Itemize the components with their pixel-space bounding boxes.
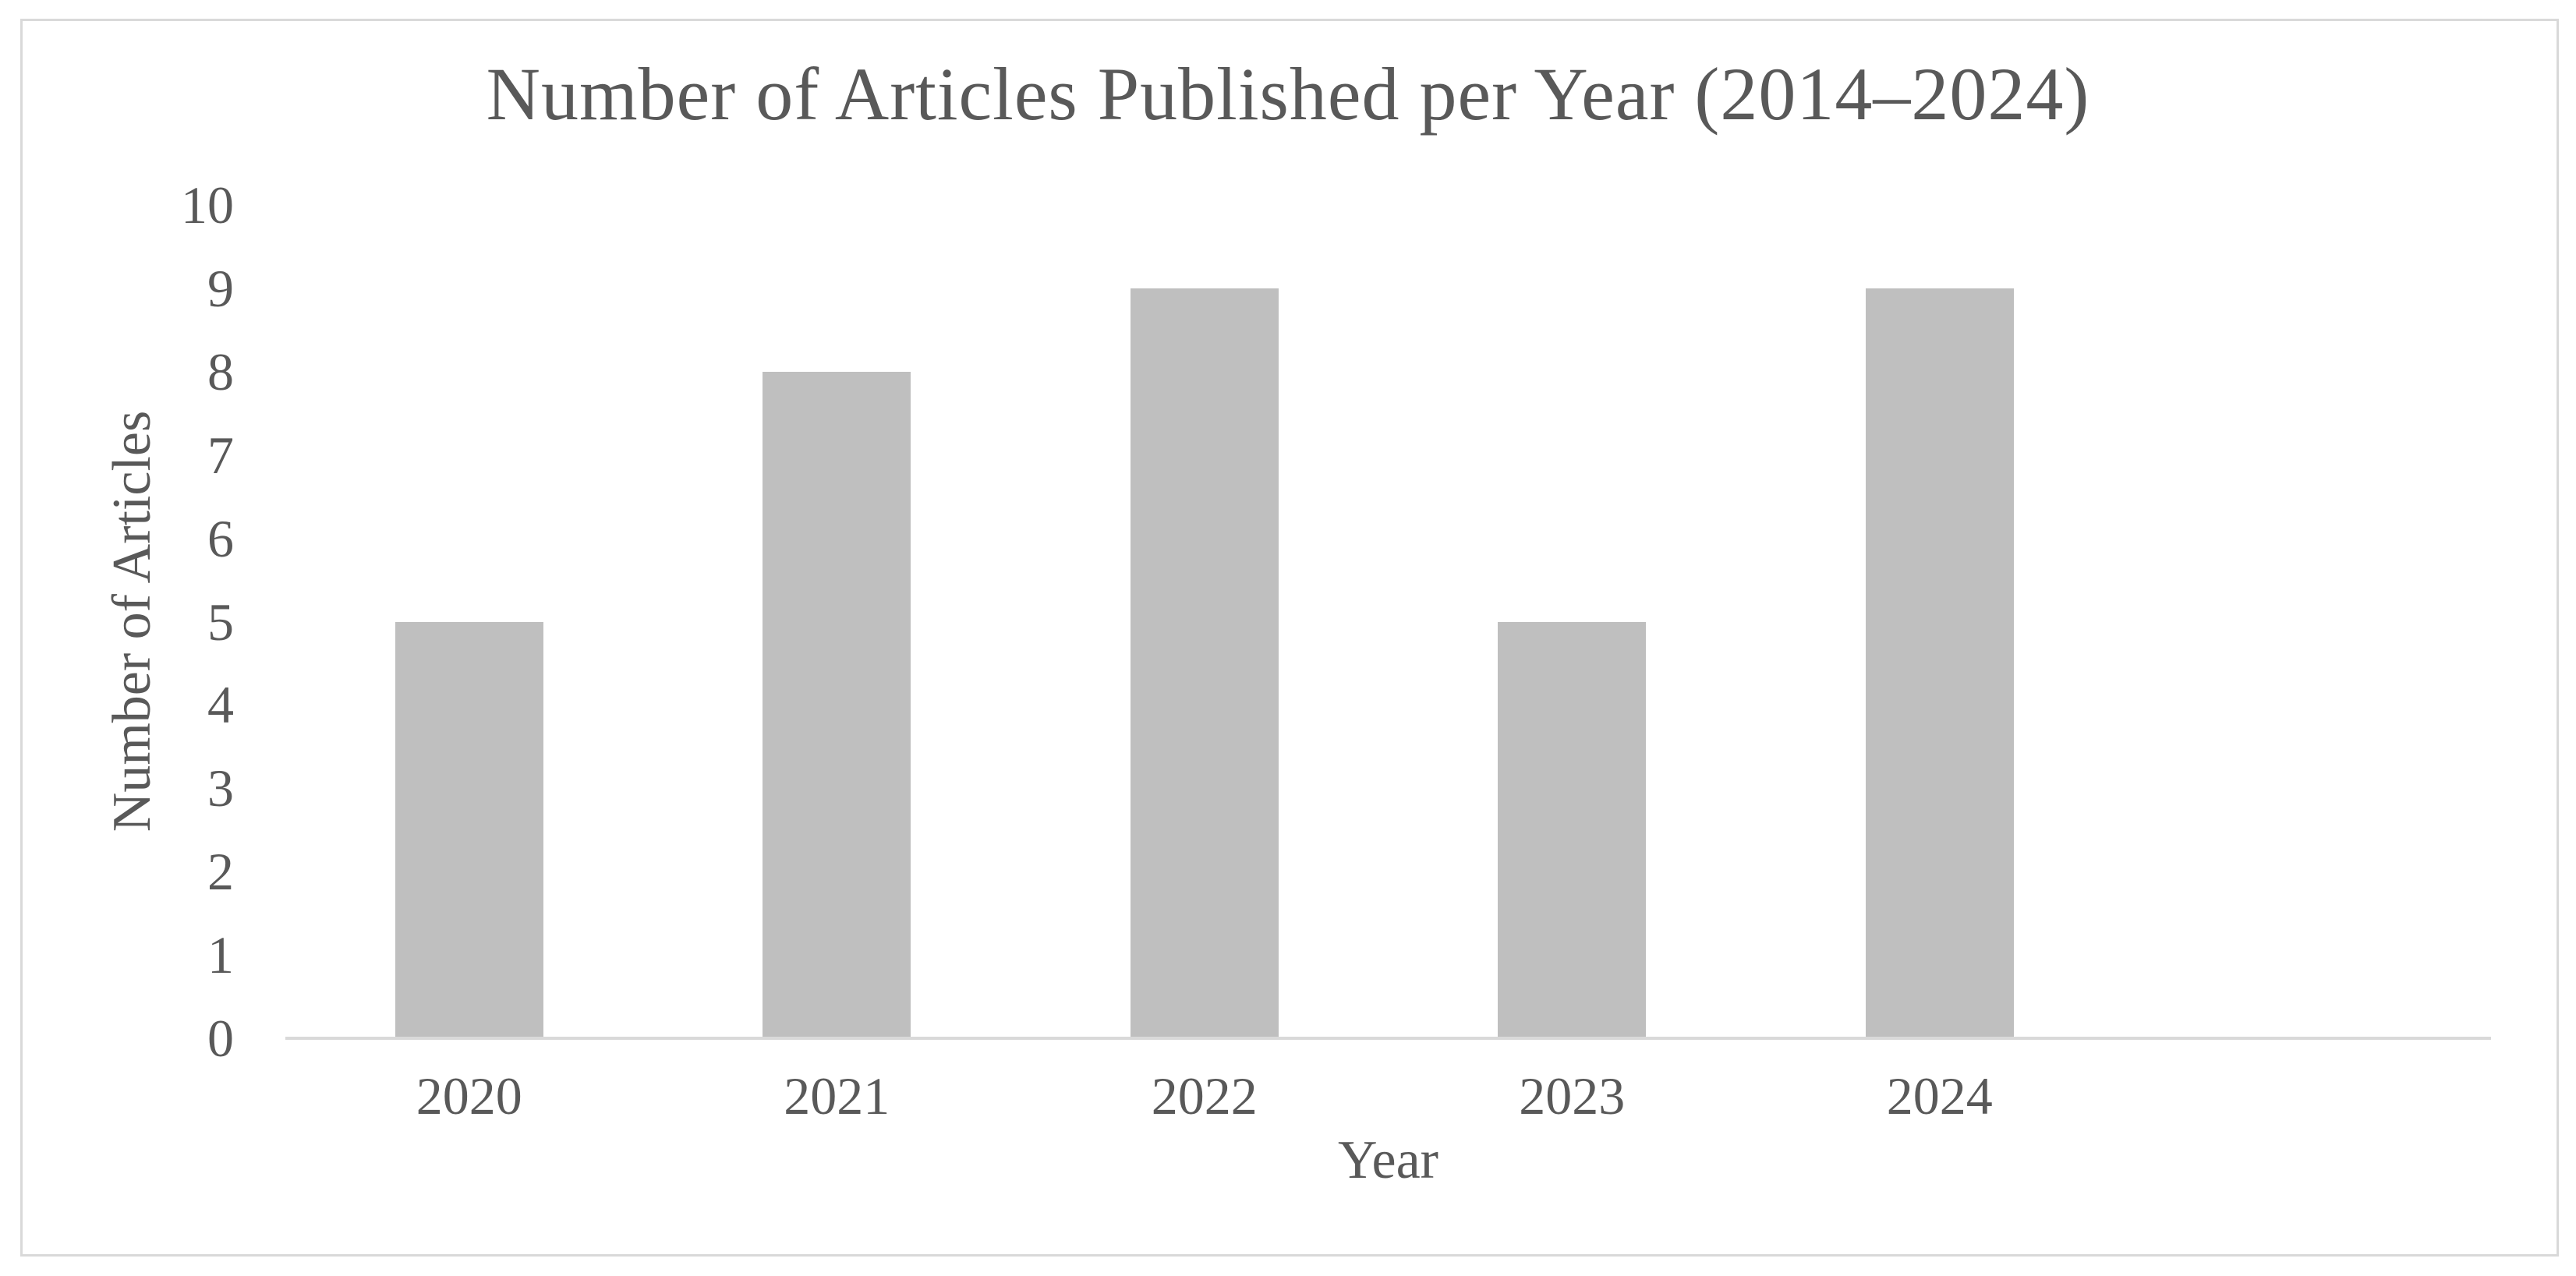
x-axis-title: Year [1338,1130,1438,1190]
bar-2020 [395,621,543,1038]
bar-2022 [1130,288,1279,1038]
x-tick-label-2020: 2020 [416,1066,522,1126]
chart-title: Number of Articles Published per Year (2… [486,52,2090,136]
y-tick-label-1: 1 [207,925,234,985]
plot-area [285,205,2491,1038]
y-tick-label-2: 2 [207,842,234,902]
y-tick-label-3: 3 [207,758,234,818]
y-tick-label-6: 6 [207,508,234,568]
y-tick-label-4: 4 [207,675,234,735]
bar-2021 [763,371,911,1038]
x-tick-label-2023: 2023 [1519,1066,1626,1126]
x-axis-line [285,1037,2491,1040]
y-tick-label-10: 10 [181,175,234,235]
x-tick-label-2021: 2021 [784,1066,890,1126]
y-tick-label-7: 7 [207,425,234,485]
x-tick-label-2022: 2022 [1151,1066,1258,1126]
bar-2024 [1865,288,2014,1038]
y-tick-label-5: 5 [207,592,234,652]
x-tick-label-2024: 2024 [1886,1066,1993,1126]
y-tick-label-8: 8 [207,341,234,401]
y-tick-label-0: 0 [207,1009,234,1068]
y-tick-label-9: 9 [207,258,234,318]
bar-2023 [1498,621,1647,1038]
